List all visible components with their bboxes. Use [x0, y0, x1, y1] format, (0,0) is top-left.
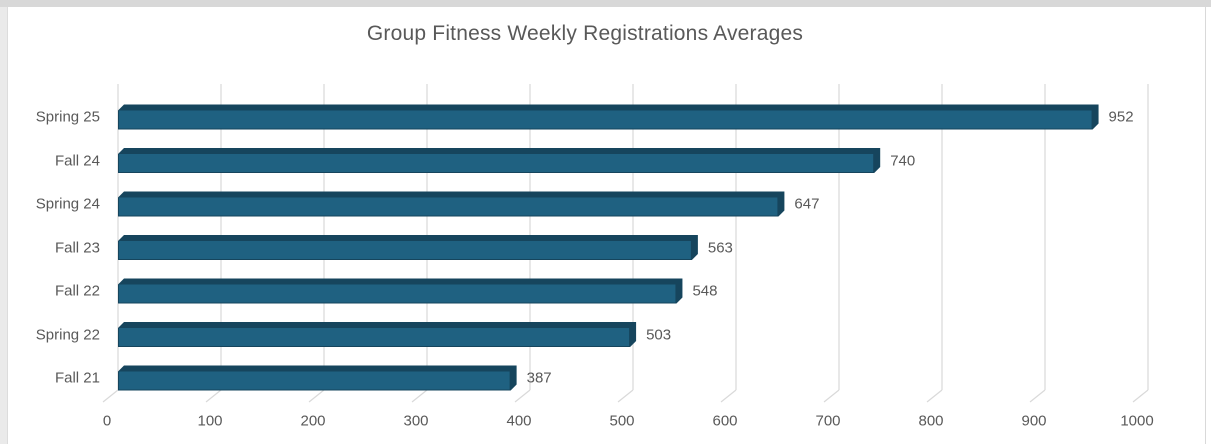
- axis-depth-tick-200: [308, 389, 325, 403]
- value-label-fall-23: 563: [707, 239, 733, 256]
- axis-depth-tick-900: [1029, 389, 1046, 403]
- bar-fall-24[interactable]: [118, 148, 881, 173]
- bar-body-fall-24: [119, 154, 874, 172]
- bar-body-spring-25: [119, 110, 1092, 129]
- value-label-fall-21: 387: [526, 369, 552, 387]
- bar-spring-25[interactable]: [118, 104, 1099, 130]
- x-tick-label-900: 900: [1021, 412, 1047, 430]
- bar-fall-21[interactable]: [118, 365, 517, 391]
- x-tick-label-500: 500: [609, 412, 635, 430]
- x-tick-label-0: 0: [102, 412, 112, 430]
- value-label-spring-24: 647: [794, 195, 820, 213]
- chart-right-border: [1205, 7, 1206, 444]
- category-label-fall-22: Fall 22: [54, 282, 100, 300]
- bar-body-spring-24: [119, 197, 778, 216]
- window-left-border: [0, 7, 8, 444]
- bar-body-fall-22: [119, 284, 676, 303]
- x-tick-label-1000: 1000: [1120, 412, 1154, 430]
- axis-depth-tick-700: [823, 389, 840, 403]
- axis-depth-tick-1000: [1132, 389, 1149, 403]
- category-label-fall-24: Fall 24: [54, 152, 100, 169]
- window-top-border: [0, 0, 1211, 7]
- category-label-fall-23: Fall 23: [54, 239, 100, 256]
- x-tick-label-400: 400: [506, 412, 532, 430]
- axis-depth-tick-400: [514, 389, 531, 403]
- category-label-spring-24: Spring 24: [35, 195, 100, 213]
- category-label-spring-22: Spring 22: [35, 326, 100, 343]
- bar-body-spring-22: [119, 328, 630, 346]
- axis-depth-tick-600: [720, 389, 737, 403]
- x-tick-label-700: 700: [815, 412, 841, 430]
- category-label-fall-21: Fall 21: [54, 369, 100, 387]
- category-label-spring-25: Spring 25: [35, 108, 100, 126]
- axis-depth-tick-100: [205, 389, 222, 403]
- axis-depth-tick-500: [617, 389, 634, 403]
- chart-title: Group Fitness Weekly Registrations Avera…: [366, 22, 804, 45]
- axis-depth-tick-800: [926, 389, 943, 403]
- value-label-spring-25: 952: [1108, 108, 1134, 126]
- value-label-fall-24: 740: [890, 152, 916, 169]
- x-tick-label-600: 600: [712, 412, 738, 430]
- bar-body-fall-21: [119, 371, 510, 390]
- bar-spring-24[interactable]: [118, 191, 785, 217]
- bar-spring-22[interactable]: [118, 322, 637, 347]
- axis-depth-tick-0: [102, 389, 119, 403]
- x-tick-label-300: 300: [403, 412, 429, 430]
- axis-depth-tick-300: [411, 389, 428, 403]
- bar-body-fall-23: [119, 241, 691, 259]
- bar-fall-22[interactable]: [118, 278, 683, 304]
- value-label-spring-22: 503: [646, 326, 672, 343]
- x-tick-label-800: 800: [918, 412, 944, 430]
- x-tick-label-200: 200: [300, 412, 326, 430]
- value-label-fall-22: 548: [692, 282, 718, 300]
- x-tick-label-100: 100: [197, 412, 223, 430]
- bar-fall-23[interactable]: [118, 235, 698, 260]
